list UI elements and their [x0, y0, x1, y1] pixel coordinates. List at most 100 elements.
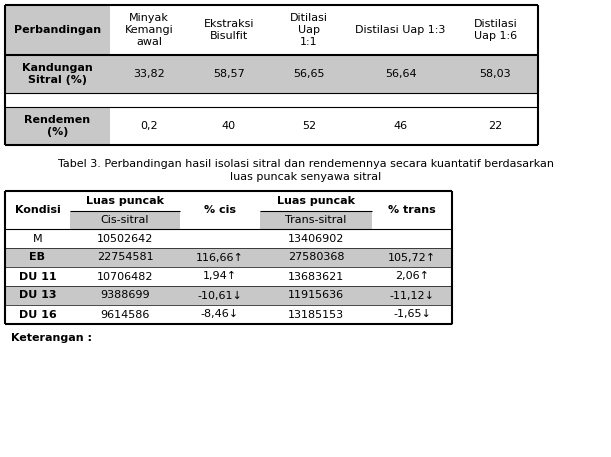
- Bar: [260, 211, 372, 229]
- Text: 13683621: 13683621: [288, 271, 344, 282]
- Text: 10502642: 10502642: [97, 234, 153, 244]
- Bar: [180, 286, 260, 305]
- Text: 9614586: 9614586: [100, 309, 150, 319]
- Bar: [5, 55, 110, 93]
- Bar: [180, 248, 260, 267]
- Text: -11,12↓: -11,12↓: [389, 291, 434, 301]
- Text: Distilasi
Uap 1:6: Distilasi Uap 1:6: [474, 19, 518, 41]
- Text: -8,46↓: -8,46↓: [201, 309, 239, 319]
- Bar: [110, 5, 188, 55]
- Text: % trans: % trans: [388, 205, 436, 215]
- Bar: [260, 267, 372, 286]
- Bar: [270, 5, 348, 55]
- Bar: [348, 55, 453, 93]
- Bar: [70, 248, 180, 267]
- Bar: [70, 286, 180, 305]
- Bar: [5, 107, 110, 145]
- Text: DU 16: DU 16: [18, 309, 56, 319]
- Bar: [453, 107, 538, 145]
- Text: Luas puncak: Luas puncak: [277, 196, 355, 206]
- Text: Rendemen
(%): Rendemen (%): [24, 115, 90, 137]
- Text: M: M: [32, 234, 42, 244]
- Text: Cis-sitral: Cis-sitral: [101, 215, 149, 225]
- Bar: [453, 93, 538, 107]
- Text: 116,66↑: 116,66↑: [196, 253, 244, 262]
- Bar: [348, 5, 453, 55]
- Text: Ditilasi
Uap
1:1: Ditilasi Uap 1:1: [290, 13, 328, 47]
- Text: 52: 52: [302, 121, 316, 131]
- Bar: [70, 191, 180, 229]
- Bar: [5, 286, 70, 305]
- Bar: [453, 55, 538, 93]
- Text: DU 13: DU 13: [19, 291, 56, 301]
- Bar: [70, 267, 180, 286]
- Text: Minyak
Kemangi
awal: Minyak Kemangi awal: [125, 13, 174, 47]
- Bar: [372, 286, 452, 305]
- Text: 40: 40: [222, 121, 236, 131]
- Bar: [372, 229, 452, 248]
- Text: -10,61↓: -10,61↓: [197, 291, 243, 301]
- Bar: [188, 5, 270, 55]
- Text: 27580368: 27580368: [288, 253, 344, 262]
- Bar: [5, 5, 110, 55]
- Bar: [5, 305, 70, 324]
- Bar: [260, 286, 372, 305]
- Bar: [372, 305, 452, 324]
- Bar: [110, 93, 188, 107]
- Bar: [5, 229, 70, 248]
- Text: Kandungan
Sitral (%): Kandungan Sitral (%): [22, 63, 93, 85]
- Text: EB: EB: [29, 253, 45, 262]
- Bar: [260, 191, 372, 229]
- Bar: [270, 107, 348, 145]
- Bar: [110, 107, 188, 145]
- Bar: [5, 248, 70, 267]
- Bar: [180, 267, 260, 286]
- Bar: [372, 191, 452, 229]
- Text: Kondisi: Kondisi: [15, 205, 60, 215]
- Bar: [453, 5, 538, 55]
- Text: 22754581: 22754581: [97, 253, 153, 262]
- Bar: [70, 211, 180, 229]
- Bar: [270, 93, 348, 107]
- Bar: [260, 305, 372, 324]
- Text: 56,65: 56,65: [293, 69, 325, 79]
- Bar: [188, 93, 270, 107]
- Text: Keterangan :: Keterangan :: [11, 333, 92, 343]
- Bar: [5, 267, 70, 286]
- Bar: [260, 248, 372, 267]
- Text: 56,64: 56,64: [385, 69, 416, 79]
- Text: Trans-sitral: Trans-sitral: [285, 215, 346, 225]
- Text: 9388699: 9388699: [100, 291, 150, 301]
- Text: 33,82: 33,82: [133, 69, 165, 79]
- Bar: [188, 55, 270, 93]
- Text: Ekstraksi
Bisulfit: Ekstraksi Bisulfit: [203, 19, 254, 41]
- Text: Distilasi Uap 1:3: Distilasi Uap 1:3: [356, 25, 445, 35]
- Text: DU 11: DU 11: [19, 271, 56, 282]
- Bar: [180, 191, 260, 229]
- Bar: [180, 305, 260, 324]
- Text: 2,06↑: 2,06↑: [395, 271, 429, 282]
- Text: 1,94↑: 1,94↑: [203, 271, 237, 282]
- Text: Luas puncak: Luas puncak: [86, 196, 164, 206]
- Text: 0,2: 0,2: [140, 121, 158, 131]
- Text: 58,03: 58,03: [480, 69, 511, 79]
- Text: luas puncak senyawa sitral: luas puncak senyawa sitral: [230, 172, 381, 182]
- Bar: [260, 229, 372, 248]
- Text: 58,57: 58,57: [213, 69, 245, 79]
- Bar: [70, 229, 180, 248]
- Bar: [348, 107, 453, 145]
- Text: 13406902: 13406902: [288, 234, 344, 244]
- Bar: [348, 93, 453, 107]
- Text: 46: 46: [393, 121, 408, 131]
- Bar: [188, 107, 270, 145]
- Bar: [180, 229, 260, 248]
- Bar: [5, 191, 70, 229]
- Text: Perbandingan: Perbandingan: [14, 25, 101, 35]
- Text: 22: 22: [488, 121, 503, 131]
- Text: 13185153: 13185153: [288, 309, 344, 319]
- Bar: [270, 55, 348, 93]
- Bar: [70, 305, 180, 324]
- Bar: [372, 267, 452, 286]
- Bar: [110, 55, 188, 93]
- Text: % cis: % cis: [204, 205, 236, 215]
